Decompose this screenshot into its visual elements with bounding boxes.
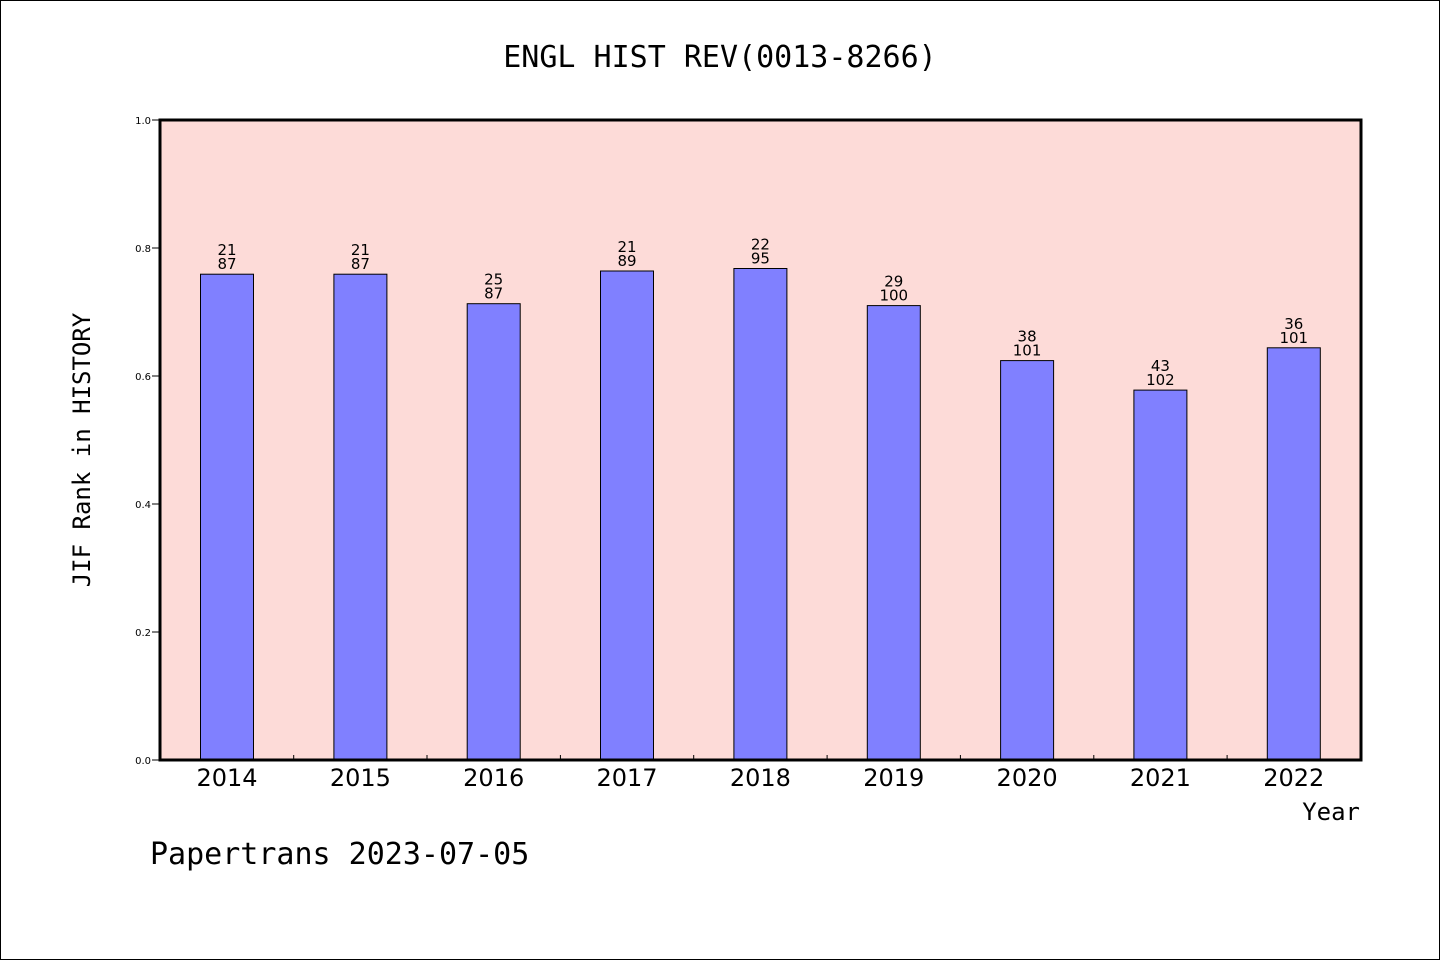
bar-total-label-2017: 89 [617, 252, 636, 270]
bar-rank-label-2022: 36 [1284, 315, 1303, 333]
bar-2022 [1266, 347, 1321, 761]
x-tick-label-2017: 2017 [596, 764, 657, 792]
y-tick-label-0.6: 0.6 [135, 372, 151, 383]
bar-2021 [1133, 389, 1188, 761]
x-tick-label-2016: 2016 [463, 764, 524, 792]
bar-rank-label-2015: 21 [351, 241, 370, 259]
y-axis-ticks: 0.0 0.2 0.4 0.6 0.8 1.0 [135, 116, 160, 767]
bar-total-label-2018: 95 [751, 250, 770, 268]
y-tick-label-0.2: 0.2 [135, 628, 151, 639]
x-axis-label: Year [1302, 798, 1360, 826]
x-tick-label-2014: 2014 [196, 764, 257, 792]
bar-2020 [1000, 360, 1055, 761]
bar-2018 [733, 268, 788, 761]
bar-2016 [466, 303, 521, 761]
bar-rank-label-2014: 21 [217, 241, 236, 259]
footer-text: Papertrans 2023-07-05 [150, 837, 529, 872]
y-tick-label-0.8: 0.8 [135, 244, 151, 255]
x-tick-label-2018: 2018 [730, 764, 791, 792]
y-axis-label: JIF Rank in HISTORY [68, 312, 96, 587]
x-tick-label-2021: 2021 [1130, 764, 1191, 792]
bar-total-label-2019: 100 [879, 287, 908, 305]
bar-2019 [866, 305, 921, 761]
bar-total-label-2016: 87 [484, 285, 503, 303]
x-tick-label-2022: 2022 [1263, 764, 1324, 792]
y-tick-label-0.4: 0.4 [135, 500, 151, 511]
plot-border [158, 118, 1363, 762]
bar-total-label-2021: 102 [1146, 371, 1175, 389]
bar-rank-label-2020: 38 [1018, 328, 1037, 346]
x-tick-label-2020: 2020 [997, 764, 1058, 792]
bar-rank-label-2018: 22 [751, 236, 770, 254]
x-tick-label-2015: 2015 [330, 764, 391, 792]
bars-layer [200, 268, 1321, 761]
bar-total-label-2022: 101 [1279, 329, 1308, 347]
bar-rank-label-2017: 21 [617, 238, 636, 256]
bar-total-label-2014: 87 [217, 255, 236, 273]
bar-total-label-2020: 101 [1013, 342, 1042, 360]
bar-rank-label-2021: 43 [1151, 357, 1170, 375]
x-axis-ticks: 2014 2015 2016 2017 2018 2019 2020 2021 2022 [196, 755, 1324, 792]
chart-title: ENGL HIST REV(0013-8266) [503, 40, 936, 75]
x-tick-label-2019: 2019 [863, 764, 924, 792]
bar-rank-label-2016: 25 [484, 271, 503, 289]
bar-2017 [600, 270, 654, 761]
bar-rank-label-2019: 29 [884, 273, 903, 291]
bar-2015 [333, 273, 388, 761]
bar-2014 [200, 273, 254, 761]
bar-total-label-2015: 87 [351, 255, 370, 273]
y-tick-label-1.0: 1.0 [135, 116, 151, 127]
y-tick-label-0.0: 0.0 [135, 756, 151, 767]
